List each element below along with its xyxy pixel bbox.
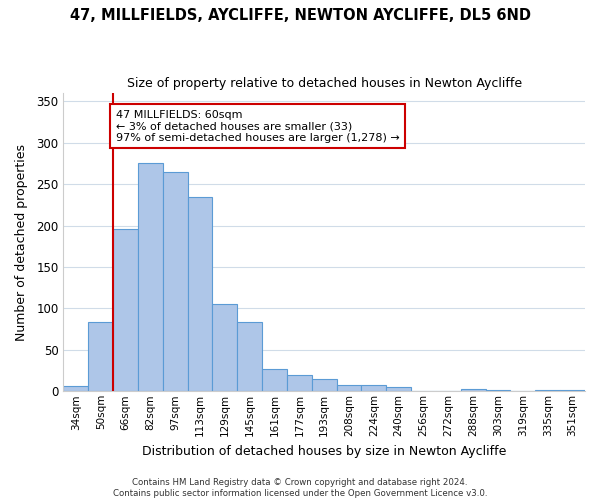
Bar	[312, 379, 337, 392]
Bar	[212, 304, 237, 392]
Bar	[113, 229, 138, 392]
Bar	[337, 384, 361, 392]
Text: 47 MILLFIELDS: 60sqm
← 3% of detached houses are smaller (33)
97% of semi-detach: 47 MILLFIELDS: 60sqm ← 3% of detached ho…	[116, 110, 400, 143]
Bar	[485, 390, 511, 392]
Bar	[560, 390, 585, 392]
Y-axis label: Number of detached properties: Number of detached properties	[15, 144, 28, 340]
Bar	[361, 384, 386, 392]
Bar	[262, 369, 287, 392]
Text: 47, MILLFIELDS, AYCLIFFE, NEWTON AYCLIFFE, DL5 6ND: 47, MILLFIELDS, AYCLIFFE, NEWTON AYCLIFF…	[70, 8, 530, 22]
Bar	[535, 390, 560, 392]
Text: Contains HM Land Registry data © Crown copyright and database right 2024.
Contai: Contains HM Land Registry data © Crown c…	[113, 478, 487, 498]
Bar	[138, 164, 163, 392]
Bar	[386, 387, 411, 392]
Bar	[64, 386, 88, 392]
Bar	[287, 374, 312, 392]
Bar	[237, 322, 262, 392]
Bar	[88, 322, 113, 392]
Title: Size of property relative to detached houses in Newton Aycliffe: Size of property relative to detached ho…	[127, 78, 522, 90]
Bar	[188, 196, 212, 392]
Bar	[163, 172, 188, 392]
Bar	[461, 389, 485, 392]
X-axis label: Distribution of detached houses by size in Newton Aycliffe: Distribution of detached houses by size …	[142, 444, 506, 458]
